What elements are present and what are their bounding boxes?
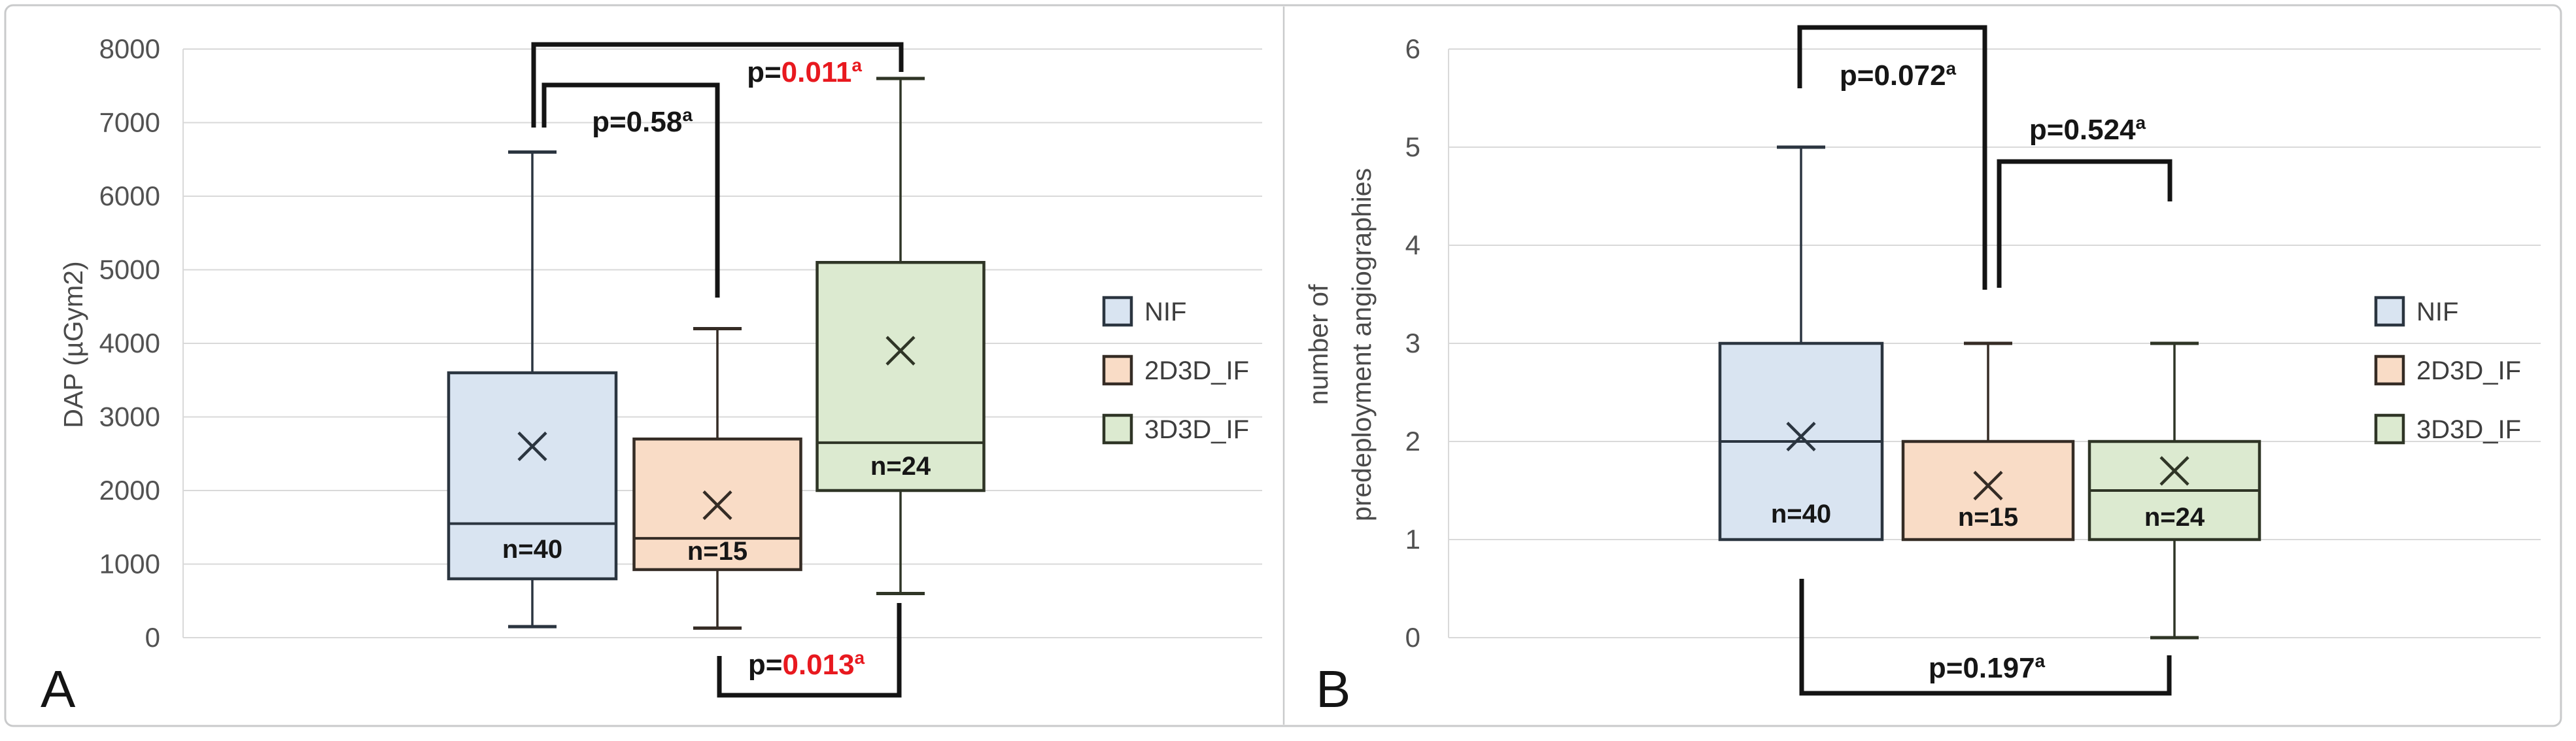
y-tick-label: 1 <box>1405 524 1420 555</box>
legend-swatch-3d3d_if-icon <box>2374 413 2405 445</box>
p-value-superscript: a <box>2136 112 2146 133</box>
p-value-prefix: p= <box>1840 60 1874 92</box>
box-3d3d_if <box>816 261 986 492</box>
y-tick-label: 2 <box>1405 426 1420 457</box>
y-tick-label: 5000 <box>99 254 160 285</box>
y-tick-label: 6000 <box>99 181 160 211</box>
box-nif <box>447 371 618 581</box>
y-tick-label: 3000 <box>99 402 160 432</box>
significance-bracket <box>1797 25 1987 290</box>
y-tick-label: 4 <box>1405 230 1420 260</box>
n-count-label: n=24 <box>2144 503 2205 532</box>
significance-bracket <box>1799 579 2172 696</box>
y-axis-title-line: predeployment angiographies <box>1347 168 1377 521</box>
p-value-number: 0.011 <box>781 56 852 88</box>
significance-bracket <box>717 603 902 698</box>
p-value-label: p=0.072a <box>1840 58 1957 92</box>
significance-bracket <box>531 42 904 128</box>
p-value-superscript: a <box>851 55 862 75</box>
y-tick-label: 7000 <box>99 107 160 138</box>
n-count-label: n=15 <box>687 537 747 566</box>
p-value-label: p=0.58a <box>592 105 693 138</box>
y-tick-label: 6 <box>1405 33 1420 64</box>
legend-swatch-2d3d_if-icon <box>1102 354 1133 386</box>
p-value-superscript: a <box>682 105 693 125</box>
y-tick-label: 8000 <box>99 33 160 64</box>
p-value-label: p=0.013a <box>748 647 865 681</box>
y-axis-title-line: number of <box>1303 284 1333 405</box>
p-value-label: p=0.011a <box>747 55 862 88</box>
mean-x-marker-icon <box>2159 456 2190 486</box>
legend-label: 2D3D_IF <box>2416 356 2521 385</box>
p-value-number: 0.524 <box>2063 114 2136 146</box>
legend-label: NIF <box>1144 298 1186 326</box>
p-value-number: 0.013 <box>782 649 854 681</box>
p-value-superscript: a <box>2035 651 2046 671</box>
significance-bracket <box>1997 159 2172 288</box>
p-value-number: 0.197 <box>1963 652 2035 684</box>
p-value-prefix: p= <box>2029 114 2064 146</box>
n-count-label: n=40 <box>502 535 562 564</box>
legend-swatch-2d3d_if-icon <box>2374 354 2405 386</box>
legend-swatch-nif-icon <box>2374 296 2405 327</box>
panel-b: 0 1 2 3 4 5 6 number of predeployment angiograph… <box>1303 25 2541 718</box>
panel-letter: B <box>1316 660 1350 718</box>
legend-swatch-nif-icon <box>1102 296 1133 327</box>
n-count-label: n=24 <box>870 452 931 481</box>
p-value-prefix: p= <box>748 649 783 681</box>
mean-x-marker-icon <box>1973 470 2003 501</box>
y-tick-label: 3 <box>1405 328 1420 358</box>
y-tick-label: 4000 <box>99 328 160 358</box>
p-value-number: 0.072 <box>1874 60 1946 92</box>
mean-x-marker-icon <box>702 490 732 521</box>
y-axis-title: DAP (µGym2) <box>58 261 88 428</box>
legend-label: 3D3D_IF <box>1144 415 1249 444</box>
legend-swatch-3d3d_if-icon <box>1102 413 1133 445</box>
mean-x-marker-icon <box>885 336 916 366</box>
y-tick-label: 0 <box>1405 622 1420 653</box>
y-tick-label: 0 <box>145 622 160 653</box>
p-value-superscript: a <box>1946 58 1957 78</box>
y-axis-title: number of predeployment angiographies <box>1303 168 1377 521</box>
y-axis-title-line: DAP (µGym2) <box>58 261 88 428</box>
y-tick-label: 1000 <box>99 549 160 579</box>
p-value-label: p=0.197a <box>1929 651 2046 684</box>
legend-label: NIF <box>2416 298 2458 326</box>
panel-a: 0 1000 2000 3000 4000 5000 6000 7000 8000 DAP (µG… <box>41 33 1262 718</box>
legend-label: 2D3D_IF <box>1144 356 1249 385</box>
significance-bracket <box>541 82 720 298</box>
legend-label: 3D3D_IF <box>2416 415 2521 444</box>
p-value-superscript: a <box>855 647 865 668</box>
p-value-prefix: p= <box>747 56 781 88</box>
n-count-label: n=40 <box>1771 500 1831 528</box>
y-tick-label: 5 <box>1405 131 1420 162</box>
p-value-prefix: p= <box>1929 652 1963 684</box>
mean-x-marker-icon <box>517 431 547 462</box>
p-value-number: 0.58 <box>627 106 683 138</box>
panel-letter: A <box>41 660 76 718</box>
n-count-label: n=15 <box>1958 503 2018 532</box>
mean-x-marker-icon <box>1786 421 1816 452</box>
p-value-prefix: p= <box>592 106 627 138</box>
p-value-label: p=0.524a <box>2029 112 2146 146</box>
y-tick-label: 2000 <box>99 475 160 506</box>
